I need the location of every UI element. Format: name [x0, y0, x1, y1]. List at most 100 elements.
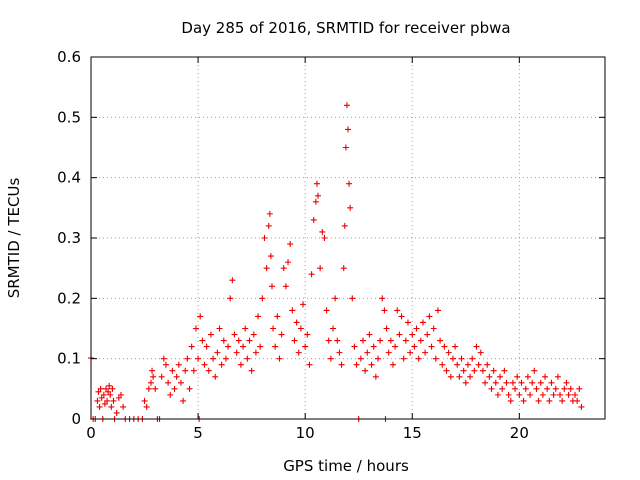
data-point [385, 349, 392, 356]
data-point [559, 397, 566, 404]
data-point [246, 337, 253, 344]
data-point [278, 331, 285, 338]
data-point [297, 325, 304, 332]
data-point [98, 394, 105, 401]
data-point [524, 373, 531, 380]
data-point [231, 331, 238, 338]
data-point [505, 391, 512, 398]
data-point [268, 283, 275, 290]
data-point [565, 391, 572, 398]
data-point [402, 337, 409, 344]
y-tick-label: 0 [71, 410, 81, 428]
data-point [546, 397, 553, 404]
data-point [567, 385, 574, 392]
data-point [171, 385, 178, 392]
y-tick-label: 0.5 [57, 108, 81, 126]
data-point [437, 337, 444, 344]
data-point [554, 373, 561, 380]
data-point [101, 400, 108, 407]
data-point [94, 397, 101, 404]
data-point [218, 361, 225, 368]
data-point [342, 144, 349, 151]
data-point [529, 379, 536, 386]
data-point [289, 307, 296, 314]
data-point [165, 379, 172, 386]
data-point [323, 307, 330, 314]
data-point [507, 397, 514, 404]
data-point [428, 343, 435, 350]
data-point [548, 379, 555, 386]
data-point [325, 337, 332, 344]
data-point [381, 307, 388, 314]
data-point [282, 283, 289, 290]
data-point [188, 343, 195, 350]
data-point [499, 385, 506, 392]
data-point [441, 343, 448, 350]
data-point [557, 391, 564, 398]
data-point [235, 337, 242, 344]
data-point [304, 331, 311, 338]
data-point [527, 391, 534, 398]
data-point [374, 355, 381, 362]
data-point [96, 403, 103, 410]
data-point [422, 349, 429, 356]
chart-title: Day 285 of 2016, SRMTID for receiver pbw… [181, 19, 510, 37]
data-point [107, 391, 114, 398]
data-point [494, 391, 501, 398]
data-points [88, 102, 585, 422]
data-point [109, 385, 116, 392]
data-point [520, 397, 527, 404]
data-point [267, 253, 274, 260]
data-point [462, 379, 469, 386]
data-point [300, 301, 307, 308]
data-point [330, 325, 337, 332]
data-point [509, 379, 516, 386]
data-point [404, 319, 411, 326]
x-tick-label: 5 [193, 424, 203, 442]
data-point [197, 313, 204, 320]
data-point [229, 277, 236, 284]
x-tick-labels: 0 5 10 15 20 [86, 424, 529, 442]
data-point [274, 313, 281, 320]
data-point [233, 349, 240, 356]
data-point [353, 361, 360, 368]
x-axis-label: GPS time / hours [283, 457, 409, 475]
data-point [242, 325, 249, 332]
data-point [220, 337, 227, 344]
data-point [214, 349, 221, 356]
y-tick-labels: 0 0.1 0.2 0.3 0.4 0.5 0.6 [57, 48, 81, 428]
data-point [434, 307, 441, 314]
data-point [285, 259, 292, 266]
data-point [576, 385, 583, 392]
data-point [486, 373, 493, 380]
data-point [195, 355, 202, 362]
y-tick-label: 0.4 [57, 169, 81, 187]
data-point [180, 397, 187, 404]
data-point [312, 198, 319, 205]
data-point [145, 385, 152, 392]
data-point [503, 379, 510, 386]
data-point [257, 343, 264, 350]
data-point [199, 337, 206, 344]
data-point [340, 265, 347, 272]
data-point [152, 385, 159, 392]
x-tick-label: 10 [296, 424, 315, 442]
data-point [482, 379, 489, 386]
data-point [544, 385, 551, 392]
data-point [516, 391, 523, 398]
data-point [334, 337, 341, 344]
data-point [338, 361, 345, 368]
data-point [302, 343, 309, 350]
data-point [225, 343, 232, 350]
data-point [522, 385, 529, 392]
y-axis-label: SRMTID / TECUs [5, 178, 23, 299]
data-point [443, 367, 450, 374]
data-point [327, 355, 334, 362]
data-point [266, 210, 273, 217]
data-point [203, 343, 210, 350]
data-point [100, 391, 107, 398]
data-point [317, 265, 324, 272]
data-point [561, 385, 568, 392]
data-point [471, 367, 478, 374]
